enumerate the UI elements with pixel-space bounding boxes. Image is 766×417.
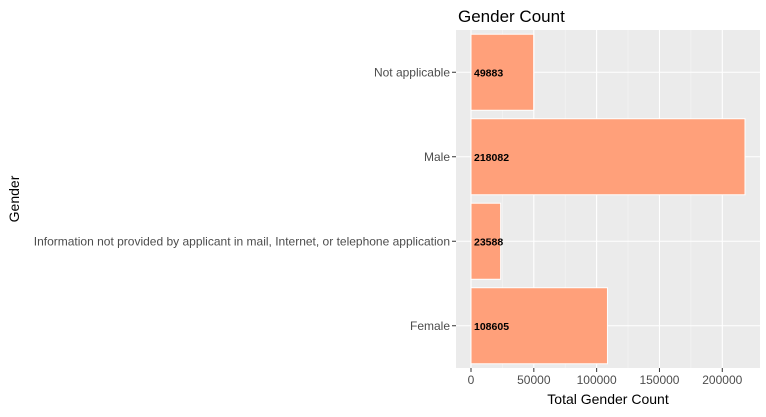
bar-value-label: 218082 xyxy=(474,152,509,164)
bars: 108605 23588 218082 49883 xyxy=(470,33,746,365)
x-tick-label: 200000 xyxy=(702,373,742,387)
x-tick-label: 100000 xyxy=(577,373,617,387)
bar xyxy=(470,202,502,280)
chart-title: Gender Count xyxy=(458,7,565,26)
bar-value-label: 49883 xyxy=(474,67,503,79)
y-axis: Female Information not provided by applic… xyxy=(34,65,456,333)
x-tick-label: 0 xyxy=(468,373,475,387)
y-tick-label: Female xyxy=(410,319,450,333)
y-tick-label: Information not provided by applicant in… xyxy=(34,234,450,248)
bar-value-label: 108605 xyxy=(474,321,509,333)
y-axis-title: Gender xyxy=(6,175,22,222)
y-tick-label: Not applicable xyxy=(374,65,450,79)
bar xyxy=(470,33,535,111)
x-tick-label: 50000 xyxy=(517,373,551,387)
x-tick-label: 150000 xyxy=(639,373,679,387)
y-tick-label: Male xyxy=(424,150,450,164)
x-axis-title: Total Gender Count xyxy=(547,391,669,407)
x-axis: 0 50000 100000 150000 200000 xyxy=(468,368,743,387)
bar xyxy=(470,118,746,196)
bar-value-label: 23588 xyxy=(474,236,503,248)
bar xyxy=(470,287,608,365)
